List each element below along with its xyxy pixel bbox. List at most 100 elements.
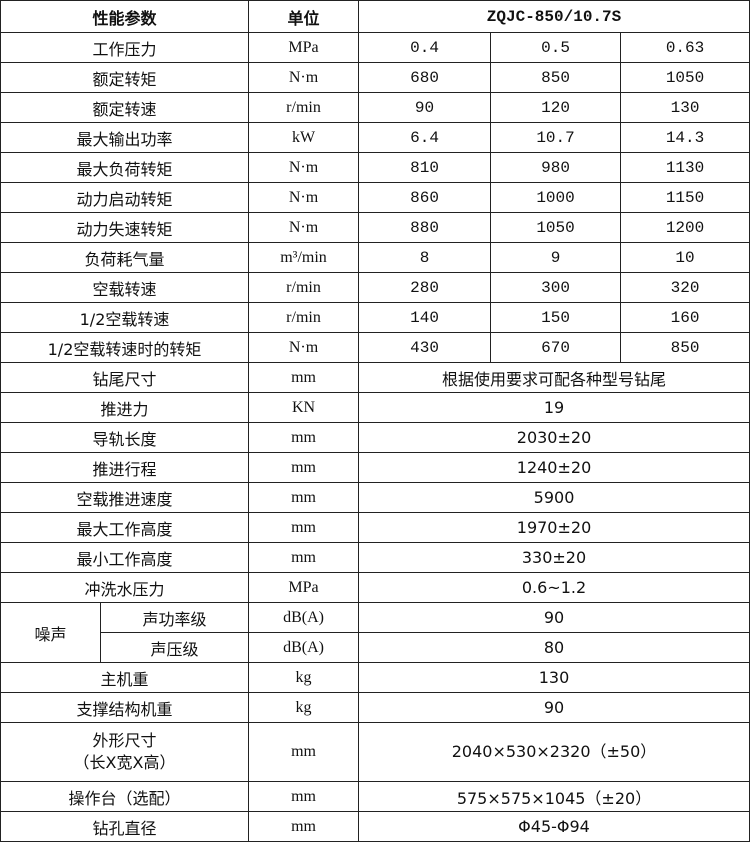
param-label: 1/2空载转速 <box>0 302 250 333</box>
table-row: 1/2空载转速时的转矩 N·m 430 670 850 <box>0 332 750 363</box>
value-cell: 1130 <box>620 152 750 183</box>
table-row: 外形尺寸 （长X宽X高） mm 2040×530×2320（±50） <box>0 722 750 782</box>
value-cell: 140 <box>358 302 492 333</box>
unit-cell: m³/min <box>248 242 360 273</box>
param-label: 负荷耗气量 <box>0 242 250 273</box>
unit-cell: N·m <box>248 212 360 243</box>
value-cell: 680 <box>358 62 492 93</box>
param-label: 钻尾尺寸 <box>0 362 250 393</box>
unit-cell: mm <box>248 811 360 842</box>
value-cell: 90 <box>358 602 750 633</box>
value-cell: 850 <box>620 332 750 363</box>
value-cell: 0.4 <box>358 32 492 63</box>
value-cell: 130 <box>358 662 750 693</box>
value-cell: 1970±20 <box>358 512 750 543</box>
param-label: 1/2空载转速时的转矩 <box>0 332 250 363</box>
value-cell: 320 <box>620 272 750 303</box>
table-row: 推进力 KN 19 <box>0 392 750 423</box>
value-cell: 0.5 <box>490 32 622 63</box>
header-param: 性能参数 <box>0 0 250 33</box>
header-unit: 单位 <box>248 0 360 33</box>
param-label: 最小工作高度 <box>0 542 250 573</box>
noise-group-label: 噪声 <box>0 602 101 663</box>
table-row: 1/2空载转速 r/min 140 150 160 <box>0 302 750 333</box>
dimensions-label: 外形尺寸 <box>92 731 157 750</box>
param-label: 推进行程 <box>0 452 250 483</box>
value-cell: 330±20 <box>358 542 750 573</box>
value-cell: Φ45-Φ94 <box>358 811 750 842</box>
value-cell: 280 <box>358 272 492 303</box>
value-cell: 860 <box>358 182 492 213</box>
value-cell: 5900 <box>358 482 750 513</box>
unit-cell: MPa <box>248 32 360 63</box>
header-row: 性能参数 单位 ZQJC-850/10.7S <box>0 0 750 33</box>
table-row: 空载转速 r/min 280 300 320 <box>0 272 750 303</box>
unit-cell: N·m <box>248 332 360 363</box>
param-label: 支撑结构机重 <box>0 692 250 723</box>
param-label: 额定转矩 <box>0 62 250 93</box>
table-row: 冲洗水压力 MPa 0.6~1.2 <box>0 572 750 603</box>
value-cell: 880 <box>358 212 492 243</box>
param-label: 最大工作高度 <box>0 512 250 543</box>
value-cell: 19 <box>358 392 750 423</box>
table-row: 推进行程 mm 1240±20 <box>0 452 750 483</box>
unit-cell: mm <box>248 722 360 782</box>
table-row: 钻尾尺寸 mm 根据使用要求可配各种型号钻尾 <box>0 362 750 393</box>
value-cell: 1000 <box>490 182 622 213</box>
dimensions-sublabel: （长X宽X高） <box>73 753 176 772</box>
unit-cell: dB(A) <box>248 632 360 663</box>
unit-cell: mm <box>248 781 360 812</box>
param-label: 动力失速转矩 <box>0 212 250 243</box>
value-cell: 0.63 <box>620 32 750 63</box>
value-cell: 9 <box>490 242 622 273</box>
param-label: 空载转速 <box>0 272 250 303</box>
table-row: 支撑结构机重 kg 90 <box>0 692 750 723</box>
value-cell: 0.6~1.2 <box>358 572 750 603</box>
param-label: 额定转速 <box>0 92 250 123</box>
value-cell: 980 <box>490 152 622 183</box>
value-cell: 10 <box>620 242 750 273</box>
param-label: 主机重 <box>0 662 250 693</box>
table-row: 最大输出功率 kW 6.4 10.7 14.3 <box>0 122 750 153</box>
table-row: 声压级 dB(A) 80 <box>1 632 750 663</box>
unit-cell: mm <box>248 542 360 573</box>
value-cell: 575×575×1045（±20） <box>358 781 750 812</box>
unit-cell: kW <box>248 122 360 153</box>
unit-cell: mm <box>248 482 360 513</box>
value-cell: 1050 <box>620 62 750 93</box>
table-row: 负荷耗气量 m³/min 8 9 10 <box>0 242 750 273</box>
unit-cell: mm <box>248 452 360 483</box>
param-label: 导轨长度 <box>0 422 250 453</box>
value-cell: 80 <box>358 632 750 663</box>
param-label: 外形尺寸 （长X宽X高） <box>0 722 250 782</box>
unit-cell: r/min <box>248 92 360 123</box>
table-row: 空载推进速度 mm 5900 <box>0 482 750 513</box>
param-label: 动力启动转矩 <box>0 182 250 213</box>
value-cell: 6.4 <box>358 122 492 153</box>
table-row: 动力失速转矩 N·m 880 1050 1200 <box>0 212 750 243</box>
table-row: 额定转速 r/min 90 120 130 <box>0 92 750 123</box>
param-label: 钻孔直径 <box>0 811 250 842</box>
value-cell: 810 <box>358 152 492 183</box>
table-row: 最大工作高度 mm 1970±20 <box>0 512 750 543</box>
param-label: 操作台（选配） <box>0 781 250 812</box>
value-cell: 根据使用要求可配各种型号钻尾 <box>358 362 750 393</box>
value-cell: 90 <box>358 92 492 123</box>
unit-cell: N·m <box>248 62 360 93</box>
value-cell: 120 <box>490 92 622 123</box>
table-row: 操作台（选配） mm 575×575×1045（±20） <box>0 781 750 812</box>
table-row: 额定转矩 N·m 680 850 1050 <box>0 62 750 93</box>
value-cell: 130 <box>620 92 750 123</box>
unit-cell: dB(A) <box>248 602 360 633</box>
value-cell: 1200 <box>620 212 750 243</box>
value-cell: 670 <box>490 332 622 363</box>
header-model: ZQJC-850/10.7S <box>358 0 750 33</box>
param-label: 最大负荷转矩 <box>0 152 250 183</box>
table-row: 最大负荷转矩 N·m 810 980 1130 <box>0 152 750 183</box>
unit-cell: r/min <box>248 272 360 303</box>
param-label: 声压级 <box>99 632 250 663</box>
table-row: 动力启动转矩 N·m 860 1000 1150 <box>0 182 750 213</box>
param-label: 空载推进速度 <box>0 482 250 513</box>
unit-cell: N·m <box>248 182 360 213</box>
table-row: 钻孔直径 mm Φ45-Φ94 <box>0 811 750 842</box>
